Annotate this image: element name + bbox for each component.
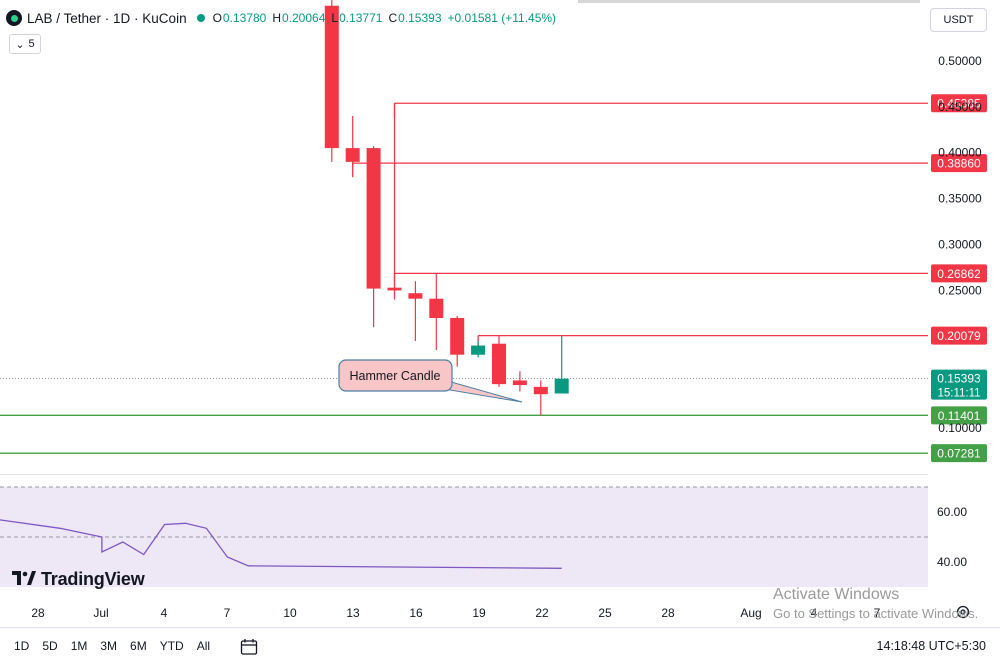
axis-labels: 0.45385 0.38860 0.26862 0.20079 0.11401 0.072… xyxy=(31,54,987,620)
y-tick-label: 0.25000 xyxy=(938,283,982,297)
x-tick-label: 4 xyxy=(811,606,818,620)
range-3m-button[interactable]: 3M xyxy=(100,638,118,653)
x-tick-label: 13 xyxy=(346,606,360,620)
price-line-label-bg-0 xyxy=(931,94,987,113)
hammer-callout: Hammer Candle xyxy=(338,359,523,403)
candle-body-0 xyxy=(324,5,339,149)
rsi-tick-label: 40.00 xyxy=(937,555,967,569)
bottom-toolbar: 1D 5D 1M 3M 6M YTD All 14:18:48 UTC+5:30 xyxy=(0,627,1000,663)
windows-activation-watermark: Activate Windows Go to Settings to activ… xyxy=(773,586,978,621)
x-tick-label: 28 xyxy=(31,606,45,620)
x-tick-label: 28 xyxy=(661,606,675,620)
y-tick-label: 0.35000 xyxy=(938,192,982,206)
ohlc-low: L0.13771 xyxy=(331,11,383,25)
indicators-toggle-button[interactable]: ⌄ 5 xyxy=(9,34,41,54)
ohlc-open: O0.13780 xyxy=(212,11,267,25)
price-line-label-bg-4 xyxy=(931,406,987,425)
candle-body-9 xyxy=(512,380,527,386)
range-5d-button[interactable]: 5D xyxy=(42,638,58,653)
rsi-tick-label: 60.00 xyxy=(937,505,967,519)
candle-body-7 xyxy=(471,345,486,355)
x-tick-label: 4 xyxy=(161,606,168,620)
last-price-label-bg xyxy=(931,369,987,400)
watermark-line-2: Go to Settings to activate Windows. xyxy=(773,606,979,621)
candle-body-2 xyxy=(366,148,381,289)
ohlc-close: C0.15393 xyxy=(388,11,442,25)
calendar-icon[interactable] xyxy=(240,638,258,655)
candle-body-8 xyxy=(492,343,506,385)
top-toolbar-shadow xyxy=(578,0,920,3)
range-ytd-button[interactable]: YTD xyxy=(159,638,184,653)
tradingview-logo[interactable]: TradingView xyxy=(12,569,145,590)
x-tick-label: 7 xyxy=(874,606,881,620)
price-line-label-bg-1 xyxy=(931,154,987,173)
x-tick-label: 19 xyxy=(472,606,486,620)
x-tick-label: 10 xyxy=(283,606,297,620)
candle-body-3 xyxy=(387,287,402,291)
horizontal-price-lines xyxy=(0,102,928,454)
utc-clock[interactable]: 14:18:48 UTC+5:30 xyxy=(876,638,986,653)
y-tick-label: 0.10000 xyxy=(938,421,982,435)
x-tick-label: 22 xyxy=(535,606,549,620)
x-tick-label: 25 xyxy=(598,606,612,620)
candle-body-6 xyxy=(450,317,465,355)
y-tick-label: 0.40000 xyxy=(938,146,982,160)
gear-center xyxy=(960,609,966,615)
candles xyxy=(324,0,569,416)
price-chart[interactable]: 0.45385 0.38860 0.26862 0.20079 0.11401 0.072… xyxy=(0,0,1000,627)
x-tick-label: Aug xyxy=(740,606,761,620)
ohlc-high: H0.20064 xyxy=(272,11,326,25)
chart-settings-gear-icon[interactable] xyxy=(956,605,970,619)
x-tick-label: 7 xyxy=(224,606,231,620)
range-all-button[interactable]: All xyxy=(196,638,211,653)
candle-body-5 xyxy=(429,298,444,318)
tradingview-wordmark: TradingView xyxy=(41,569,145,589)
hammer-callout-text: Hammer Candle xyxy=(349,369,440,383)
market-status-icon xyxy=(196,14,205,22)
price-line-label-bg-5 xyxy=(931,444,987,463)
price-change: +0.01581 (+11.45%) xyxy=(447,11,557,25)
price-line-label-2: 0.26862 xyxy=(937,267,981,281)
y-tick-label: 0.30000 xyxy=(938,238,982,252)
last-price-label: 0.15393 xyxy=(937,372,981,386)
x-tick-label: 16 xyxy=(409,606,423,620)
price-line-label-4: 0.11401 xyxy=(938,409,981,423)
chevron-down-icon: ⌄ xyxy=(15,38,25,51)
candle-body-1 xyxy=(345,148,360,162)
gear-ring xyxy=(956,605,970,619)
symbol-title[interactable]: LAB / Tether · 1D · KuCoin xyxy=(27,10,187,26)
range-1m-button[interactable]: 1M xyxy=(70,638,88,653)
candle-body-4 xyxy=(408,293,423,299)
price-line-label-3: 0.20079 xyxy=(937,329,981,343)
price-line-label-bg-3 xyxy=(931,326,987,345)
candle-body-10 xyxy=(533,386,548,395)
price-line-label-0: 0.45385 xyxy=(937,97,981,111)
rsi-pane xyxy=(0,486,928,587)
range-1d-button[interactable]: 1D xyxy=(14,638,30,653)
y-tick-label: 0.50000 xyxy=(938,54,982,68)
symbol-legend: LAB / Tether · 1D · KuCoin O0.13780 H0.2… xyxy=(6,8,556,28)
indicator-count: 5 xyxy=(28,38,35,50)
watermark-line-1: Activate Windows xyxy=(773,586,900,603)
coin-logo-icon xyxy=(6,10,22,26)
bar-countdown-label: 15:11:11 xyxy=(937,388,980,400)
x-tick-label: Jul xyxy=(93,606,108,620)
range-6m-button[interactable]: 6M xyxy=(130,638,147,653)
y-tick-label: 0.45000 xyxy=(938,100,982,114)
chart-separators xyxy=(0,378,928,475)
price-line-label-bg-2 xyxy=(931,264,987,283)
tradingview-mark-icon xyxy=(12,570,36,589)
price-line-label-1: 0.38860 xyxy=(937,157,981,171)
price-line-label-5: 0.07281 xyxy=(937,447,981,461)
currency-button[interactable]: USDT xyxy=(930,8,987,32)
candle-body-11 xyxy=(554,378,569,394)
rsi-line xyxy=(0,519,562,569)
